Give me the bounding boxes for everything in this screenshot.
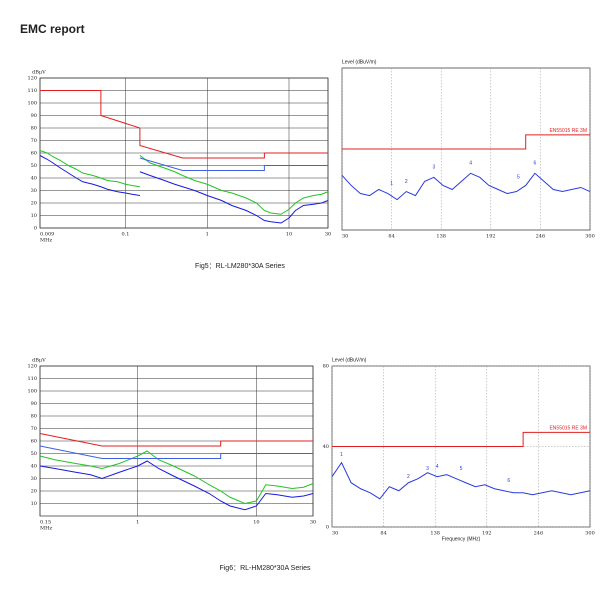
y-tick-label: 0: [34, 226, 37, 232]
series-line: [342, 134, 590, 150]
limit-label: EN55015 RE 3M: [549, 426, 587, 432]
y-tick-label: 50: [31, 163, 37, 169]
y-tick-label: 20: [31, 201, 37, 207]
y-tick-label: 40: [31, 176, 37, 182]
marker-label: 2: [405, 179, 408, 185]
figure-caption: Fig6：RL-HM280*30A Series: [219, 565, 311, 572]
marker-label: 5: [517, 175, 520, 181]
x-tick-label: 0.009: [40, 232, 54, 238]
x-tick-label: 192: [482, 531, 492, 537]
x-tick-label: 30: [332, 531, 338, 537]
y-tick-label: 60: [31, 151, 37, 157]
y-tick-label: 50: [31, 451, 37, 457]
x-tick-label: 30: [310, 520, 316, 526]
y-tick-label: 90: [31, 401, 37, 407]
x-tick-label: 246: [536, 234, 546, 240]
y-tick-label: 100: [27, 101, 37, 107]
x-tick-label: 84: [380, 531, 386, 537]
x-tick-label: 138: [430, 531, 440, 537]
marker-label: 1: [340, 452, 343, 458]
x-unit-label: MHz: [40, 526, 52, 532]
y-tick-label: 40: [323, 444, 329, 450]
y-axis-label: dBμV: [32, 70, 46, 76]
y-tick-label: 80: [31, 414, 37, 420]
y-tick-label: 80: [31, 126, 37, 132]
marker-label: 4: [436, 464, 439, 470]
x-axis-label: Frequency (MHz): [442, 536, 481, 542]
series-line: [40, 90, 328, 159]
x-tick-label: 30: [342, 234, 348, 240]
x-tick-label: 246: [534, 531, 544, 537]
x-tick-label: 84: [388, 234, 394, 240]
x-tick-label: 300: [585, 234, 595, 240]
series-line: [39, 450, 314, 505]
doc-title: EMC report: [20, 22, 85, 36]
marker-label: 3: [432, 165, 435, 171]
x-tick-label: 0.1: [122, 232, 130, 238]
y-tick-label: 20: [31, 489, 37, 495]
y-tick-label: 120: [27, 76, 37, 82]
x-tick-label: 1: [136, 520, 139, 526]
y-tick-label: 70: [31, 426, 37, 432]
x-tick-label: 192: [486, 234, 496, 240]
x-tick-label: 30: [325, 232, 331, 238]
marker-label: 4: [469, 161, 472, 167]
series-line: [331, 461, 591, 500]
y-tick-label: 90: [31, 113, 37, 119]
marker-label: 5: [460, 466, 463, 472]
marker-label: 2: [407, 474, 410, 480]
limit-label: EN55015 RE 3M: [549, 128, 587, 134]
y-tick-label: 10: [31, 501, 37, 507]
x-tick-label: 138: [436, 234, 446, 240]
series-line: [139, 157, 328, 171]
y-tick-label: 80: [323, 364, 329, 370]
y-tick-label: 0: [326, 525, 329, 531]
series-line: [39, 433, 313, 447]
y-tick-label: 30: [31, 188, 37, 194]
y-tick-label: 40: [31, 464, 37, 470]
x-tick-label: 1: [206, 232, 209, 238]
y-tick-label: 120: [27, 364, 37, 370]
marker-label: 6: [533, 161, 536, 167]
y-tick-label: 100: [27, 389, 37, 395]
y-tick-label: 10: [31, 213, 37, 219]
y-tick-label: 60: [31, 439, 37, 445]
series-line: [39, 460, 314, 511]
figure-caption: Fig5：RL-LM280*30A Series: [195, 263, 285, 270]
y-tick-label: 110: [27, 88, 37, 94]
y-tick-label: 70: [31, 138, 37, 144]
x-tick-label: 300: [585, 531, 595, 537]
x-tick-label: 0.15: [40, 520, 51, 526]
marker-label: 6: [507, 478, 510, 484]
series-line: [39, 155, 329, 224]
y-tick-label: 30: [31, 476, 37, 482]
series-line: [39, 445, 313, 459]
y-tick-label: 110: [27, 376, 37, 382]
y-axis-label: Level (dBuV/m): [342, 59, 377, 65]
series-line: [332, 431, 590, 447]
y-axis-label: Level (dBuV/m): [332, 357, 367, 363]
marker-label: 3: [426, 466, 429, 472]
series-line: [341, 172, 591, 201]
series-line: [39, 150, 329, 215]
x-tick-label: 10: [253, 520, 259, 526]
y-axis-label: dBμV: [32, 358, 46, 364]
marker-label: 1: [390, 181, 393, 187]
x-tick-label: 10: [286, 232, 292, 238]
x-unit-label: MHz: [40, 238, 52, 244]
